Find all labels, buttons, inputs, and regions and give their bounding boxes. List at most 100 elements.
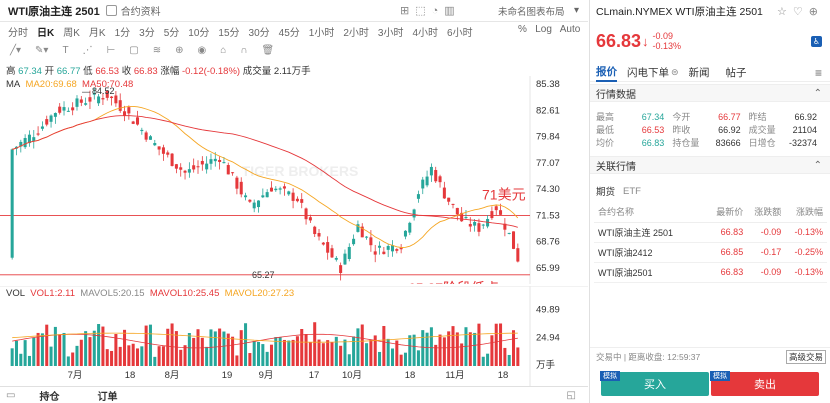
- magnet-icon[interactable]: ∩: [240, 44, 248, 56]
- pen-tool-icon[interactable]: ✎▾: [35, 44, 49, 56]
- period-7[interactable]: 10分: [188, 27, 210, 39]
- candle-body: [110, 96, 114, 99]
- chevron-down-icon[interactable]: ▾: [574, 5, 580, 16]
- period-9[interactable]: 30分: [248, 27, 270, 39]
- tab-quote[interactable]: 报价: [596, 64, 617, 82]
- period-3[interactable]: 月K: [88, 27, 106, 39]
- volume-bar: [330, 342, 334, 366]
- collapse-icon[interactable]: ▭: [6, 389, 16, 401]
- menu-icon[interactable]: ≡: [814, 65, 822, 80]
- contract-info-icon[interactable]: [105, 5, 117, 16]
- menu-circle-icon[interactable]: ⊜: [671, 67, 679, 77]
- stat-label: 今开: [672, 112, 691, 122]
- buy-button[interactable]: 模拟 买入: [600, 371, 709, 396]
- period-2[interactable]: 周K: [63, 27, 80, 39]
- collapse-up-icon[interactable]: ⌃: [813, 159, 822, 171]
- zoom-in-icon[interactable]: ⊕: [175, 44, 184, 56]
- sell-button[interactable]: 模拟 卖出: [710, 371, 819, 396]
- mavol10-line: [12, 333, 518, 349]
- orders-tab[interactable]: 订单: [97, 391, 118, 403]
- period-10[interactable]: 45分: [278, 27, 300, 39]
- period-5[interactable]: 3分: [139, 27, 155, 39]
- period-13[interactable]: 3小时: [377, 27, 404, 39]
- volume-bar: [412, 334, 416, 366]
- candle-body: [187, 169, 191, 173]
- accessibility-icon[interactable]: ♿: [811, 35, 822, 47]
- volume-bar: [447, 331, 451, 366]
- period-4[interactable]: 1分: [114, 27, 131, 39]
- mavol20-line: [12, 332, 518, 343]
- stat-label: 持仓量: [672, 138, 700, 148]
- log-option[interactable]: Log: [535, 24, 552, 35]
- stat-label: 最低: [596, 125, 615, 135]
- line-tool-icon[interactable]: ╱▾: [10, 44, 22, 56]
- text-tool-icon[interactable]: T: [62, 44, 69, 56]
- candlestick-chart[interactable]: 85.38 82.61 79.84 77.07 74.30 71.53 68.76 65.99…: [0, 76, 588, 284]
- related-header: 最新价: [705, 202, 744, 223]
- section-quote-data[interactable]: 行情数据 ⌃: [590, 84, 830, 102]
- stat-value: 66.83: [641, 137, 665, 148]
- volume-bar: [135, 348, 140, 366]
- candle-body: [360, 226, 364, 238]
- period-8[interactable]: 15分: [218, 27, 240, 39]
- tab-posts[interactable]: 帖子: [725, 67, 747, 79]
- volume-bar: [62, 332, 66, 366]
- fib-tool-icon[interactable]: ≋: [152, 44, 162, 56]
- period-15[interactable]: 6小时: [447, 27, 473, 39]
- candle-body: [88, 97, 92, 102]
- shape-tool-icon[interactable]: ▢: [129, 44, 139, 56]
- positions-tab[interactable]: 持仓: [39, 391, 60, 403]
- collapse-up-icon[interactable]: ⌃: [813, 87, 822, 99]
- auto-option[interactable]: Auto: [559, 24, 581, 35]
- filter-futures[interactable]: 期货: [596, 187, 616, 198]
- pattern-tool-icon[interactable]: ⋰: [82, 44, 93, 56]
- percent-option[interactable]: %: [518, 24, 527, 35]
- last-price: 66.83: [596, 30, 642, 51]
- candle-body: [486, 218, 490, 227]
- period-11[interactable]: 1小时: [308, 27, 335, 39]
- advanced-trade-button[interactable]: 高级交易: [785, 350, 826, 364]
- volume-bar: [10, 348, 14, 366]
- comment-icon[interactable]: ◱: [566, 389, 576, 401]
- volume-bar: [110, 350, 114, 366]
- sell-label: 卖出: [754, 379, 776, 391]
- period-0[interactable]: 分时: [8, 27, 28, 39]
- candle-body: [40, 126, 44, 129]
- table-row[interactable]: WTI原油主连 2501 66.83 -0.09 -0.13%: [594, 222, 827, 243]
- mavol10-value: MAVOL10:25.45: [149, 288, 220, 299]
- table-row[interactable]: WTI原油2501 66.83 -0.09 -0.13%: [594, 262, 827, 283]
- tab-news[interactable]: 新闻: [688, 67, 710, 79]
- volume-bar: [205, 346, 209, 366]
- candle-body: [157, 146, 161, 150]
- measure-tool-icon[interactable]: ⊢: [106, 44, 116, 56]
- lock-icon[interactable]: ⌂: [220, 44, 227, 56]
- candle-body: [282, 186, 286, 189]
- contract-info-button[interactable]: 合约资料: [120, 7, 161, 18]
- volume-chart[interactable]: 49.89 24.94 万手 7月 18 8月 19 9月 17 10月 18 11月 18: [0, 286, 588, 386]
- table-row[interactable]: WTI原油2412 66.85 -0.17 -0.25%: [594, 242, 827, 263]
- candle-body: [447, 197, 451, 202]
- candle-body: [317, 233, 321, 237]
- candle-body: [10, 149, 14, 258]
- eye-icon[interactable]: ◉: [197, 44, 207, 56]
- candle-body: [339, 265, 343, 274]
- candle-body: [429, 166, 433, 176]
- period-14[interactable]: 4小时: [412, 27, 439, 39]
- section-related[interactable]: 关联行情 ⌃: [590, 156, 830, 174]
- candle-body: [27, 134, 31, 144]
- period-6[interactable]: 5分: [163, 27, 180, 39]
- volume-bar: [265, 351, 269, 366]
- period-1[interactable]: 日K: [37, 27, 55, 39]
- filter-etf[interactable]: ETF: [623, 185, 641, 197]
- volume-bar: [213, 331, 217, 366]
- toolbar-icons[interactable]: ⊞⬚◔▥: [400, 5, 461, 17]
- candle-body: [477, 223, 481, 232]
- stat-value: 66.92: [718, 124, 741, 135]
- period-12[interactable]: 2小时: [343, 27, 369, 39]
- layout-name-button[interactable]: 未命名图表布局: [498, 6, 565, 18]
- candle-body: [326, 242, 330, 253]
- candle-body: [239, 181, 243, 195]
- delete-icon[interactable]: 🗑: [261, 44, 275, 56]
- tab-flash-order[interactable]: 闪电下单: [627, 67, 669, 79]
- panel-actions[interactable]: ☆♡⊕: [777, 5, 824, 18]
